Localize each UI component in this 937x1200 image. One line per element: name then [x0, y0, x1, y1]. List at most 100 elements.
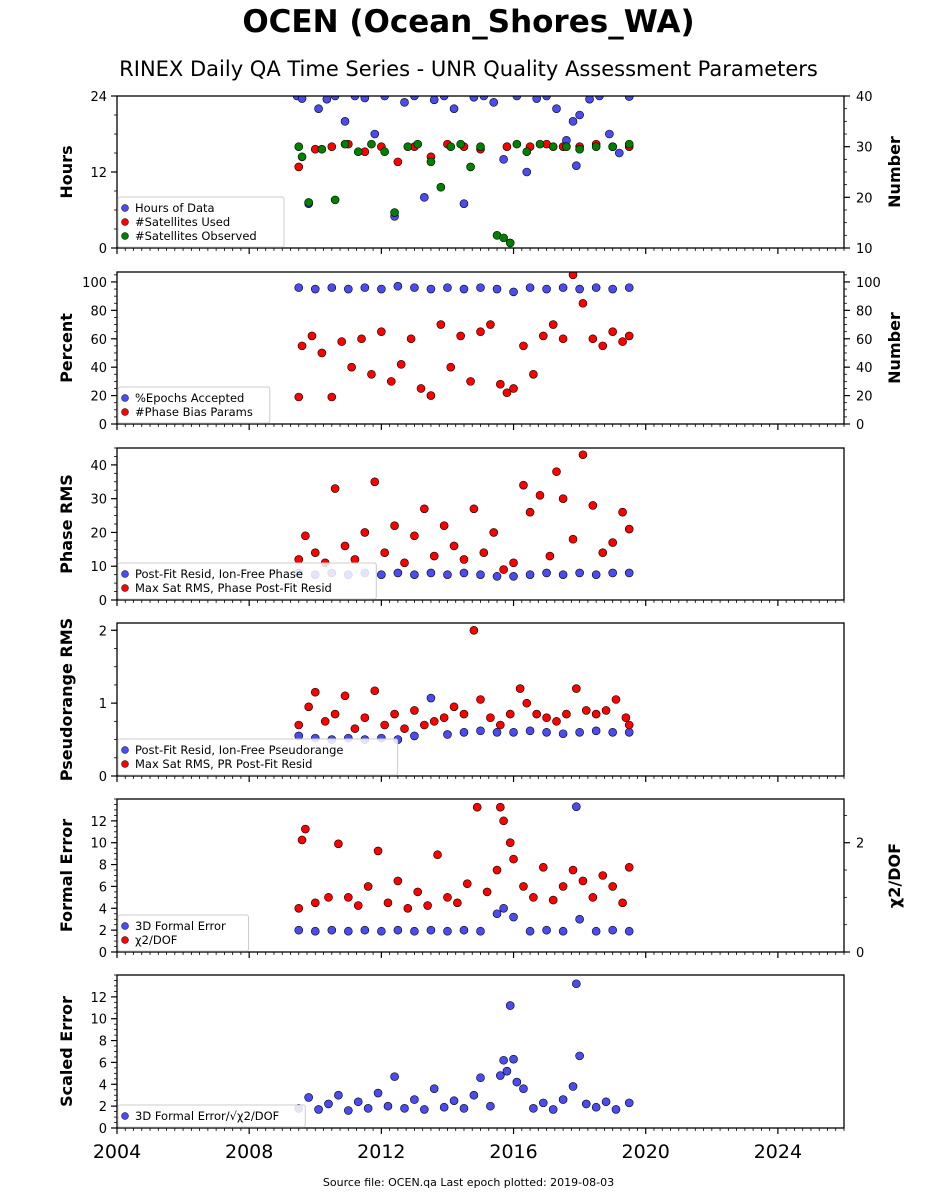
point-hours-of-data	[532, 96, 541, 103]
point-satellites-observed	[340, 139, 350, 149]
axes-frame	[116, 622, 845, 777]
point-satellites-observed	[297, 152, 307, 162]
y-tick-label: 30	[90, 493, 107, 508]
panel-6: 0 2 4 6 8 10 12 Scaled Error 3D Formal Error/√χ2…	[57, 974, 845, 1163]
point-3d-formal-error	[344, 926, 353, 936]
point-max-sat-rms-phase-post-fit-resid	[568, 534, 578, 544]
point-max-sat-rms-pr-post-fit-resid	[532, 709, 541, 719]
point-epochs-accepted	[410, 283, 419, 292]
point-hours-of-data	[512, 96, 522, 101]
point-phase-bias-params	[386, 377, 396, 386]
point-satellites-observed	[446, 142, 456, 151]
point-max-sat-rms-phase-post-fit-resid	[552, 467, 561, 476]
y-tick-label: 2	[99, 1100, 107, 1115]
data-points	[294, 802, 634, 936]
point-2-dof	[443, 893, 452, 902]
point-3d-formal-error	[608, 925, 617, 935]
point-satellites-observed	[499, 233, 508, 243]
point-3d-formal-error-2-dof	[486, 1101, 495, 1111]
point-3d-formal-error-2-dof	[568, 1082, 578, 1091]
point-max-sat-rms-pr-post-fit-resid	[624, 720, 634, 730]
point-post-fit-resid-ion-free-pseudorange	[459, 727, 469, 737]
legend-box	[117, 386, 271, 424]
y-tick-label: 0	[99, 946, 107, 961]
point-epochs-accepted	[377, 284, 386, 294]
point-post-fit-resid-ion-free-phase	[542, 568, 551, 578]
point-satellites-observed	[456, 139, 465, 149]
point-phase-bias-params	[496, 379, 505, 389]
point-3d-formal-error-2-dof	[353, 1097, 363, 1107]
point-2-dof	[353, 901, 363, 910]
point-2-dof	[297, 835, 307, 845]
point-satellites-observed	[436, 182, 446, 192]
y-tick-label: 4	[99, 1078, 107, 1093]
point-2-dof	[499, 816, 508, 826]
y-tick-label: 0	[99, 1122, 107, 1137]
axes-frame	[116, 447, 845, 601]
point-2-dof	[618, 898, 627, 908]
point-3d-formal-error-2-dof	[363, 1104, 373, 1113]
point-post-fit-resid-ion-free-phase	[410, 570, 419, 579]
point-satellites-observed	[522, 147, 532, 157]
point-2-dof	[403, 903, 413, 913]
point-phase-bias-params	[598, 341, 608, 351]
point-hours-of-data	[420, 193, 429, 202]
y-tick-label: 10	[90, 1013, 107, 1028]
point-satellites-observed	[353, 147, 363, 157]
point-max-sat-rms-pr-post-fit-resid	[496, 720, 505, 730]
point-post-fit-resid-ion-free-pseudorange	[426, 693, 436, 703]
y-tick-label: 0	[99, 418, 107, 433]
point-max-sat-rms-pr-post-fit-resid	[410, 706, 419, 715]
point-max-sat-rms-phase-post-fit-resid	[330, 484, 340, 493]
point-3d-formal-error	[393, 925, 403, 935]
point-hours-of-data	[380, 96, 389, 101]
point-max-sat-rms-phase-post-fit-resid	[545, 551, 555, 561]
legend-label: Post-Fit Resid, Ion-Free Phase	[135, 567, 303, 581]
point-satellites-observed	[426, 157, 436, 167]
point-max-sat-rms-phase-post-fit-resid	[449, 541, 459, 551]
point-phase-bias-params	[624, 331, 634, 341]
point-2-dof	[624, 863, 634, 872]
point-max-sat-rms-pr-post-fit-resid	[621, 713, 631, 723]
point-satellites-used	[327, 142, 337, 151]
point-2-dof	[482, 887, 492, 897]
point-satellites-observed	[304, 198, 313, 207]
point-3d-formal-error-2-dof	[383, 1101, 393, 1111]
point-3d-formal-error	[476, 926, 485, 936]
point-epochs-accepted	[294, 283, 304, 292]
point-3d-formal-error-2-dof	[591, 1102, 601, 1112]
legend: Hours of Data#Satellites Used#Satellites…	[117, 196, 285, 248]
point-3d-formal-error-2-dof	[334, 1090, 343, 1100]
point-max-sat-rms-phase-post-fit-resid	[294, 555, 304, 564]
point-post-fit-resid-ion-free-pseudorange	[509, 727, 518, 737]
legend-label: 3D Formal Error/√χ2/DOF	[135, 1109, 279, 1123]
point-max-sat-rms-pr-post-fit-resid	[505, 709, 515, 719]
point-epochs-accepted	[624, 283, 634, 292]
chart-subtitle: RINEX Daily QA Time Series - UNR Quality…	[119, 57, 818, 81]
point-3d-formal-error-2-dof	[611, 1105, 621, 1114]
point-2-dof	[373, 846, 383, 856]
point-max-sat-rms-pr-post-fit-resid	[439, 713, 449, 723]
legend-label: #Phase Bias Params	[135, 405, 253, 419]
y-tick-label: 2	[99, 624, 107, 639]
point-epochs-accepted	[575, 284, 584, 294]
point-post-fit-resid-ion-free-phase	[525, 570, 535, 579]
point-hours-of-data	[489, 98, 499, 107]
point-hours-of-data	[350, 96, 360, 101]
y-right-tick-label: 40	[856, 361, 873, 376]
point-2-dof	[310, 898, 320, 908]
point-satellites-observed	[608, 142, 617, 151]
point-max-sat-rms-phase-post-fit-resid	[459, 555, 469, 564]
point-3d-formal-error	[558, 926, 568, 936]
point-max-sat-rms-pr-post-fit-resid	[370, 686, 380, 696]
y-axis-label-right: Number	[885, 312, 904, 384]
legend-marker	[121, 204, 129, 212]
point-hours-of-data	[499, 155, 508, 164]
point-max-sat-rms-phase-post-fit-resid	[525, 507, 535, 517]
data-points	[294, 979, 634, 1115]
point-satellites-observed	[535, 139, 545, 149]
point-epochs-accepted	[459, 284, 469, 294]
point-hours-of-data	[595, 96, 604, 101]
point-3d-formal-error	[426, 925, 436, 935]
